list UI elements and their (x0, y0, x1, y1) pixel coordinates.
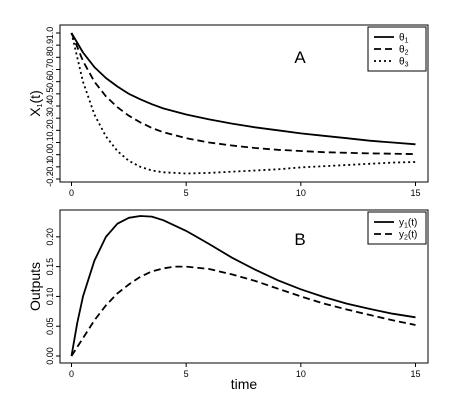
panel-b-x-tick-label: 15 (410, 369, 420, 379)
panel-b-x-tick-label: 5 (184, 369, 189, 379)
panel-b-y-tick-label: 0.10 (45, 288, 55, 306)
panel-a-y-tick-label: 0.9 (45, 39, 55, 52)
panel-a-y-tick-label: -0.2 (45, 171, 55, 187)
panel-a-y-axis-title: X1(t) (27, 90, 44, 116)
panel-a-x-tick-label: 10 (296, 188, 306, 198)
panel-b-legend-label-1: y1(t) (399, 218, 417, 230)
panel-a-legend-label-3: θ3 (399, 57, 409, 69)
panel-b-frame (59, 209, 429, 364)
panel-a-series-1-line (70, 32, 416, 146)
panel-b-letter: B (294, 230, 305, 249)
panel-a-legend-label-2: θ2 (399, 45, 409, 57)
panel-b-legend-box (367, 211, 427, 245)
panel-a-y-tick-label: 0.8 (45, 51, 55, 64)
panel-a-x-tick-label: 0 (69, 188, 74, 198)
panel-b-y-tick-label: 0.20 (45, 228, 55, 246)
panel-a-y-tick-label: -0.1 (45, 159, 55, 175)
panel-a-x-tick-label: 15 (410, 188, 420, 198)
panel-a-y-tick-label: 0.7 (45, 63, 55, 76)
panel-a-y-tick-label: 0.2 (45, 124, 55, 137)
panel-b-series-2-line (70, 265, 416, 357)
panel-a-series-2-line (70, 32, 416, 155)
panel-a-y-tick-label: 1.0 (45, 27, 55, 40)
panel-a-y-tick-label: 0.0 (45, 148, 55, 161)
panel-a-series-3-line (70, 32, 416, 175)
panel-b-y-tick-label: 0.05 (45, 317, 55, 335)
panel-b-y-tick-label: 0.00 (45, 347, 55, 365)
panel-b-legend-label-2: y2(t) (399, 230, 417, 242)
panel-a-y-tick-label: 0.4 (45, 100, 55, 113)
panel-a-x-tick-label: 5 (184, 188, 189, 198)
panel-b-y-tick-label: 0.15 (45, 258, 55, 276)
panel-b-x-tick-label: 0 (69, 369, 74, 379)
panel-a-y-tick-label: 0.5 (45, 88, 55, 101)
panel-b-x-axis-title: time (231, 376, 258, 392)
panel-a-frame (59, 24, 429, 183)
panel-b-series-1-line (70, 215, 416, 357)
panel-a-y-tick-label: 0.6 (45, 75, 55, 88)
panel-a-y-tick-label: 0.1 (45, 136, 55, 149)
panel-a-letter: A (294, 48, 306, 67)
panel-b-x-tick-label: 10 (296, 369, 306, 379)
panel-a-legend-label-1: θ1 (399, 33, 409, 45)
panel-b-y-axis-title: Outputs (27, 262, 43, 311)
panel-a-y-tick-label: 0.3 (45, 112, 55, 125)
